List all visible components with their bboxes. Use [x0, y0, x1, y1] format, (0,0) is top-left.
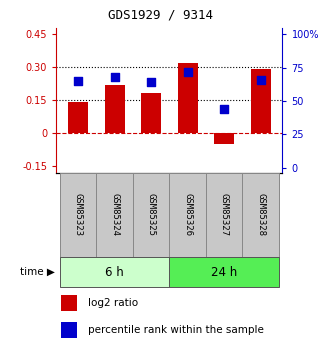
Bar [60, 257, 169, 287]
Bar [61, 322, 76, 338]
Bar [169, 172, 206, 257]
Point [221, 106, 227, 112]
Text: percentile rank within the sample: percentile rank within the sample [88, 325, 264, 335]
Point [75, 78, 81, 83]
Bar [169, 257, 279, 287]
Text: GSM85323: GSM85323 [74, 193, 82, 236]
Text: GSM85324: GSM85324 [110, 193, 119, 236]
Bar [242, 172, 279, 257]
Text: 6 h: 6 h [105, 266, 124, 278]
Text: log2 ratio: log2 ratio [88, 298, 138, 308]
Bar [251, 69, 271, 133]
Point [112, 74, 117, 80]
Bar [68, 102, 88, 133]
Text: time ▶: time ▶ [20, 267, 55, 277]
Bar [178, 63, 198, 133]
Point [258, 77, 263, 82]
Bar [105, 85, 125, 133]
Text: GSM85325: GSM85325 [147, 193, 156, 236]
Bar [60, 172, 96, 257]
Bar [214, 133, 234, 144]
Bar [206, 172, 242, 257]
Bar [141, 93, 161, 133]
Text: 24 h: 24 h [211, 266, 237, 278]
Bar [96, 172, 133, 257]
Text: GSM85328: GSM85328 [256, 193, 265, 236]
Text: GSM85327: GSM85327 [220, 193, 229, 236]
Point [149, 79, 154, 85]
Text: GDS1929 / 9314: GDS1929 / 9314 [108, 9, 213, 22]
Bar [133, 172, 169, 257]
Bar [61, 295, 76, 312]
Text: GSM85326: GSM85326 [183, 193, 192, 236]
Point [185, 69, 190, 74]
